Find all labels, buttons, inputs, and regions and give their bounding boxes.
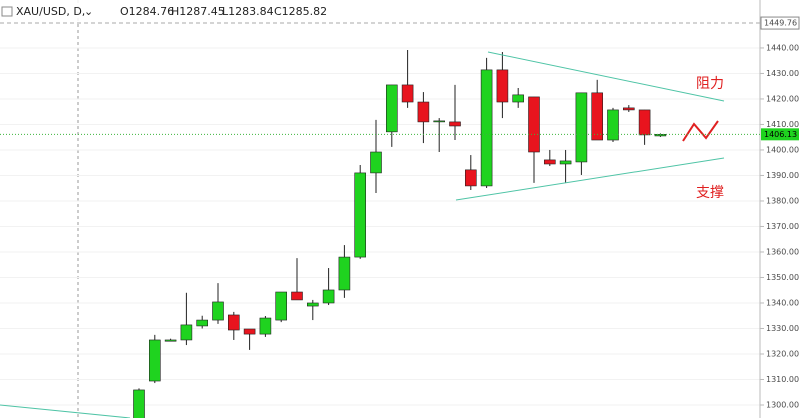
candle-body — [512, 94, 525, 103]
y-tick-label: 1320.00 — [766, 349, 799, 358]
y-tick-label: 1420.00 — [766, 94, 799, 103]
annotation: 阻力 — [696, 76, 724, 92]
symbol: XAU/USD, D, — [16, 5, 85, 18]
candle-body — [243, 328, 256, 335]
candle-body — [528, 96, 540, 153]
candle-body — [496, 69, 509, 103]
ohlc: L1283.84 — [222, 5, 274, 18]
candle-body — [622, 107, 635, 111]
candle-body — [322, 289, 335, 304]
candle-body — [149, 339, 161, 382]
candle-body — [275, 291, 288, 321]
y-tick-label: 1350.00 — [766, 273, 799, 282]
plot — [0, 47, 760, 418]
candle-body — [180, 324, 193, 341]
candle-body — [591, 92, 604, 141]
y-tick-label: 1310.00 — [766, 375, 799, 384]
candle-body — [354, 172, 367, 258]
candle-body — [559, 160, 572, 165]
candle-body — [480, 69, 493, 187]
candle-body — [575, 92, 588, 163]
resistance-line — [487, 51, 725, 102]
y-tick-label: 1300.00 — [766, 400, 799, 409]
header-bg — [0, 0, 330, 24]
y-tick-label: 1360.00 — [766, 247, 799, 256]
candle-body — [607, 109, 619, 141]
y-tick-label: 1380.00 — [766, 196, 799, 205]
y-tick-label: 1400.00 — [766, 145, 799, 154]
candle-body — [196, 319, 208, 327]
candle-body — [449, 121, 461, 127]
y-tick-label: 1370.00 — [766, 222, 799, 231]
icon — [1, 6, 13, 17]
high-label-box — [760, 16, 800, 30]
ohlc: H1287.45 — [171, 5, 225, 18]
candle-body — [543, 159, 556, 165]
last-price-label: 1406.13 — [764, 130, 797, 139]
candle-body — [259, 317, 272, 335]
candle-body — [638, 109, 651, 136]
candle-body — [212, 301, 224, 321]
dropdown[interactable]: ⌄ — [84, 5, 93, 18]
candle-body — [385, 84, 398, 133]
ohlc: C1285.82 — [274, 5, 327, 18]
candle-body — [338, 256, 351, 291]
candle-body — [370, 151, 382, 174]
y-tick-label: 1410.00 — [766, 120, 799, 129]
y-tick-label: 1340.00 — [766, 298, 799, 307]
zigzag — [682, 120, 719, 142]
annotation: 支撑 — [696, 185, 724, 201]
candle-body — [291, 291, 303, 301]
candle-body — [306, 302, 319, 307]
y-tick-label: 1440.00 — [766, 43, 799, 52]
candle-body — [164, 339, 177, 342]
trend-line — [0, 404, 131, 418]
candle-body — [228, 314, 240, 331]
candle-body — [417, 101, 430, 123]
y-tick-label: 1430.00 — [766, 69, 799, 78]
candle-body — [464, 169, 477, 187]
last-price-box — [761, 128, 799, 141]
high-label: 1449.76 — [764, 19, 797, 28]
support-line — [455, 157, 725, 201]
ohlc: O1284.76 — [120, 5, 174, 18]
y-tick-label: 1330.00 — [766, 324, 799, 333]
candle-body — [133, 389, 145, 418]
y-tick-label: 1390.00 — [766, 171, 799, 180]
candle-body — [433, 120, 446, 123]
candle-body — [401, 84, 414, 103]
